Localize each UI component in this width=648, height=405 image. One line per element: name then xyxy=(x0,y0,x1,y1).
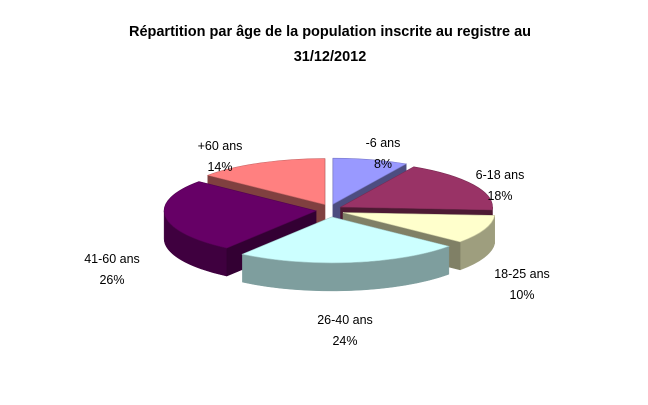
slice-6-18-ans xyxy=(339,166,493,211)
pie-tops xyxy=(163,157,496,264)
slice-percent-6-ans: 8% xyxy=(374,157,392,171)
chart-title-line-1: Répartition par âge de la population ins… xyxy=(128,24,532,40)
slice-percent-6-18-ans: 18% xyxy=(487,189,512,203)
slice-60-ans xyxy=(206,158,326,205)
slice-6-ans xyxy=(332,157,408,205)
slice-label-18-25-ans: 18-25 ans xyxy=(494,267,550,281)
slice-percent-18-25-ans: 10% xyxy=(509,288,534,302)
slice-percent-26-40-ans: 24% xyxy=(332,334,357,348)
slice-41-60-ans xyxy=(163,181,318,249)
chart-title: Répartition par âge de la population ins… xyxy=(60,20,600,70)
slice-percent-41-60-ans: 26% xyxy=(99,273,124,287)
slice-18-25-ans xyxy=(342,212,496,243)
slice-label-41-60-ans: 41-60 ans xyxy=(84,252,140,266)
chart-title-line-2: 31/12/2012 xyxy=(293,49,367,65)
slice-label-6-18-ans: 6-18 ans xyxy=(476,168,525,182)
pie-labels: -6 ans 8% 6-18 ans 18% 18-25 ans 10% 26-40 ans… xyxy=(84,136,550,348)
slice-label-60-ans: +60 ans xyxy=(198,139,243,153)
slice-percent-60-ans: 14% xyxy=(207,160,232,174)
slice-label-26-40-ans: 26-40 ans xyxy=(317,313,373,327)
slice-label-6-ans: -6 ans xyxy=(366,136,401,150)
slice-26-40-ans xyxy=(241,216,450,264)
